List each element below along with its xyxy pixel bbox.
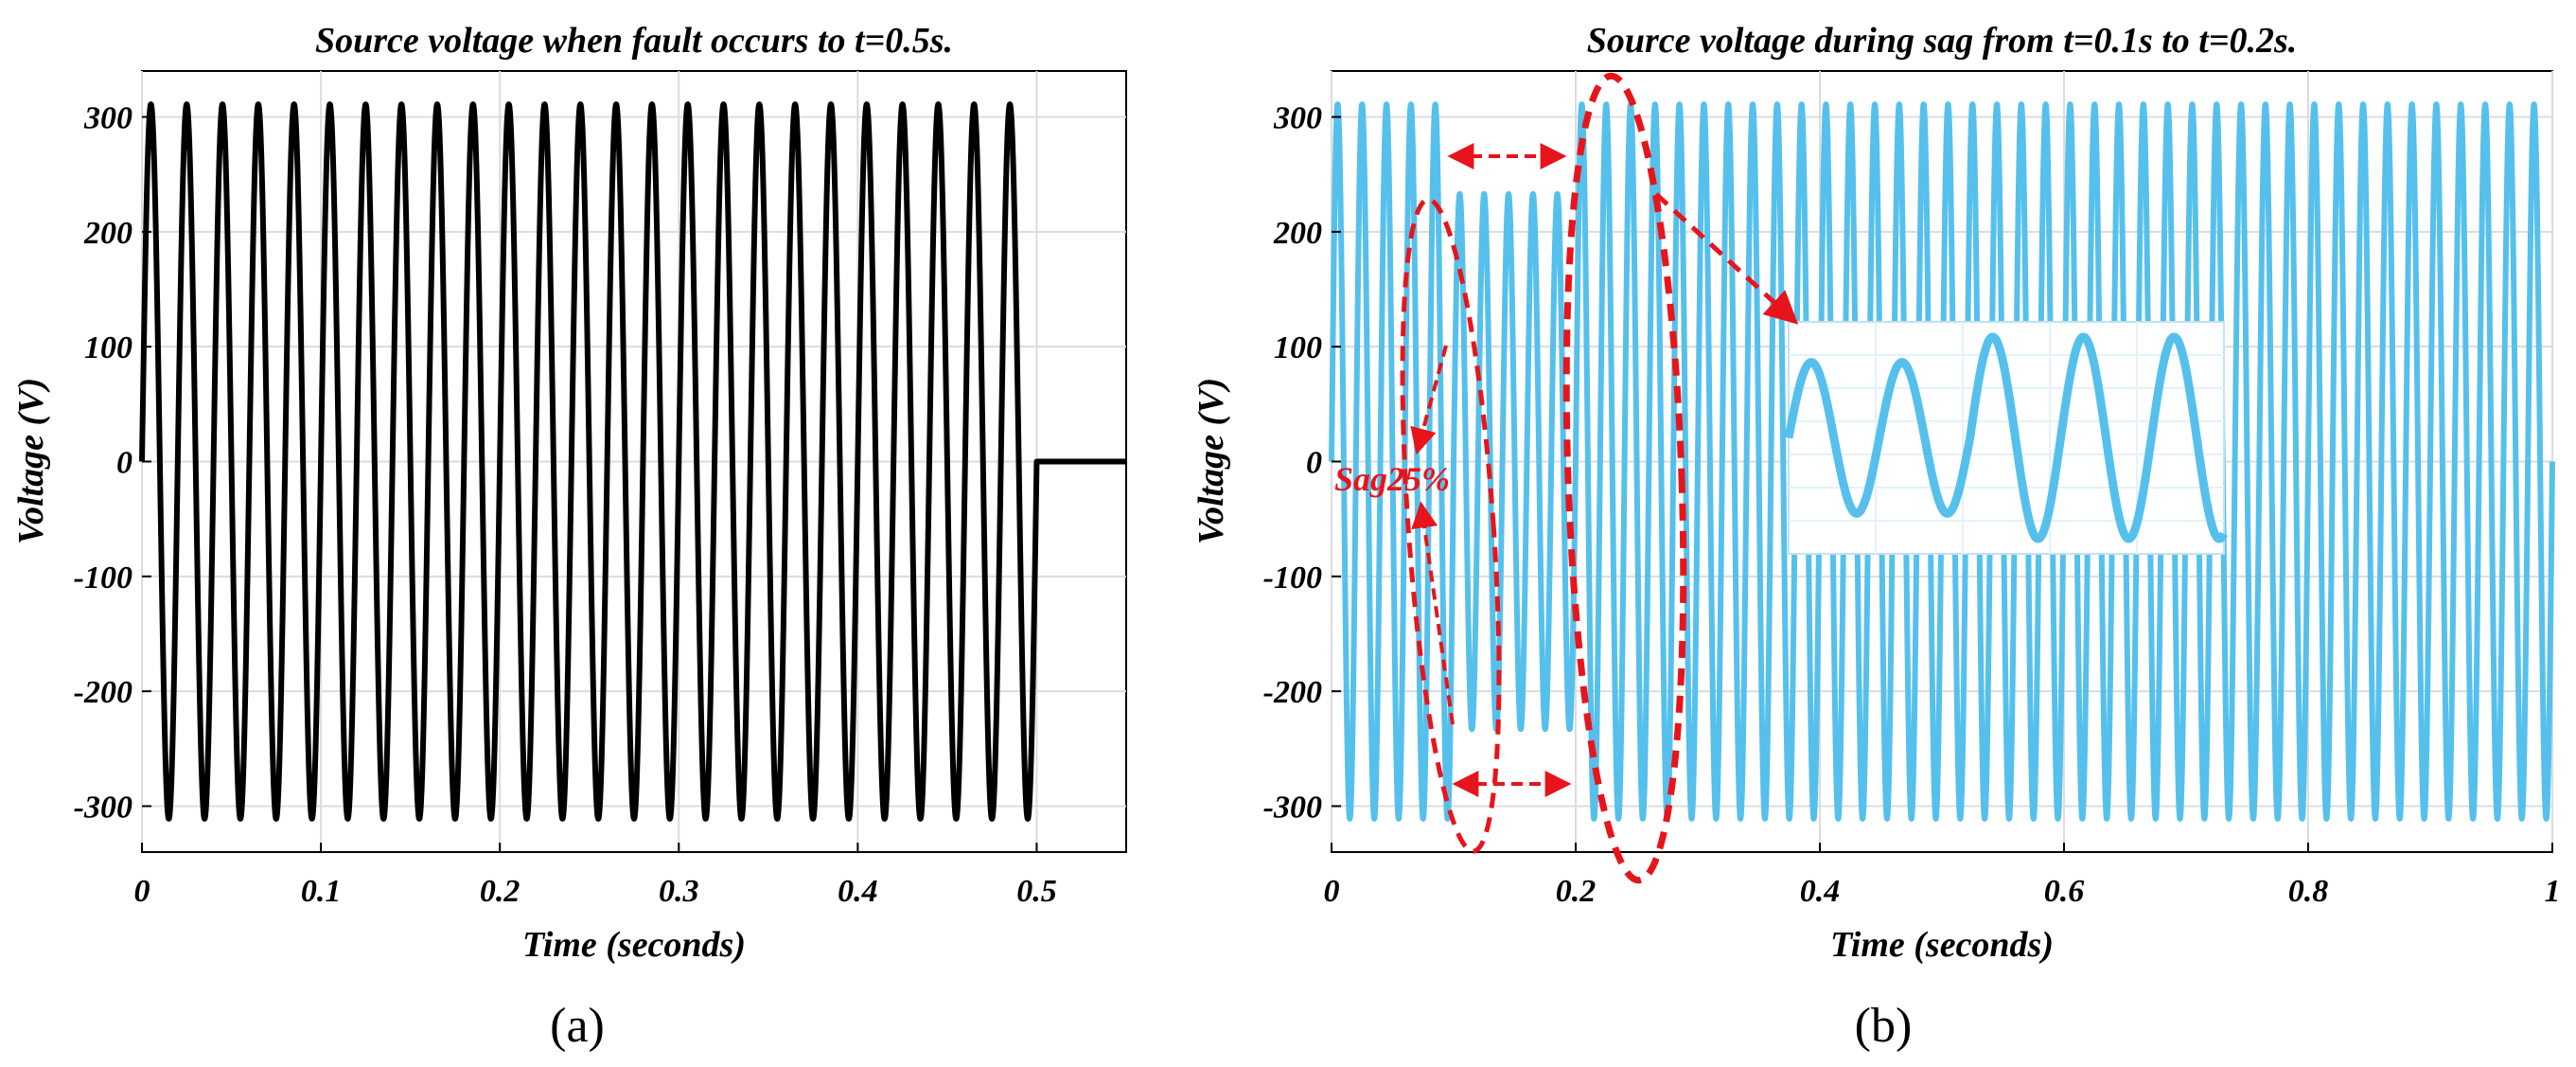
x-tick-label: 0.3	[659, 874, 699, 909]
y-tick-label: -200	[74, 675, 132, 710]
y-tick-label: 300	[1273, 101, 1322, 136]
chart-b-inset	[1784, 321, 2229, 555]
sag-label-arrow-up	[1410, 345, 1448, 455]
chart-b-y-ticks: 300 200 100 0 -100 -200 -300	[1263, 101, 1341, 825]
x-tick-label: 0.2	[1556, 874, 1597, 909]
chart-b: 0 0.2 0.4 0.6 0.8 1 300 200 100 0 -100 -200 -300 Sa…	[1191, 21, 2561, 1053]
chart-a-grid	[141, 71, 1126, 852]
y-tick-label: 200	[83, 216, 132, 251]
chart-a: 0 0.1 0.2 0.3 0.4 0.5 3002001000-100-200-300 …	[11, 21, 1129, 1053]
chart-b-title: Source voltage during sag from t=0.1s to…	[1587, 21, 2298, 61]
chart-a-title: Source voltage when fault occurs to t=0.…	[315, 21, 953, 61]
y-tick-label: 300	[83, 101, 132, 136]
x-tick-label: 0.4	[838, 874, 878, 909]
chart-b-x-axis-label: Time (seconds)	[1830, 925, 2054, 965]
sag-region-ellipse-right	[1562, 72, 1687, 884]
sag-label-arrow-down	[1411, 501, 1455, 725]
x-tick-label: 0.6	[2044, 874, 2085, 909]
y-tick-label: 0	[1306, 446, 1322, 481]
x-tick-label: 0.5	[1016, 874, 1057, 909]
x-tick-label: 1	[2545, 874, 2561, 909]
x-tick-label: 0.4	[1800, 874, 1841, 909]
y-tick-label: 0	[116, 446, 132, 481]
x-tick-label: 0.2	[480, 874, 520, 909]
y-tick-label: -200	[1263, 675, 1322, 710]
y-tick-label: 200	[1273, 216, 1322, 251]
chart-a-x-axis-label: Time (seconds)	[522, 925, 746, 965]
y-tick-label: -300	[1263, 790, 1322, 825]
sag-annotation: Sag25%	[1334, 72, 1799, 884]
zoom-arrow	[1654, 192, 1799, 325]
sag-label: Sag25%	[1334, 460, 1450, 498]
chart-a-caption: (a)	[550, 999, 605, 1053]
chart-a-x-ticks: 0 0.1 0.2 0.3 0.4 0.5	[134, 843, 1057, 909]
chart-a-y-axis-label: Voltage (V)	[11, 378, 51, 544]
inset-series-line	[1784, 332, 2229, 543]
x-tick-label: 0.1	[301, 874, 342, 909]
x-tick-label: 0	[134, 874, 150, 909]
y-tick-label: 100	[84, 330, 132, 365]
sag-region-ellipse-left	[1400, 197, 1502, 854]
x-tick-label: 0	[1324, 874, 1340, 909]
chart-a-series-line	[139, 101, 1129, 822]
chart-b-caption: (b)	[1855, 999, 1913, 1053]
chart-a-y-ticks: 300 200 100 0 -100 -200 -300	[74, 101, 151, 825]
y-tick-label: -300	[74, 790, 132, 825]
y-tick-label: -100	[1263, 560, 1322, 596]
y-tick-label: 100	[1274, 330, 1322, 365]
y-tick-label: -100	[74, 560, 132, 596]
x-tick-label: 0.8	[2288, 874, 2329, 909]
inset-frame	[1788, 321, 2225, 555]
chart-b-x-ticks: 0 0.2 0.4 0.6 0.8 1	[1324, 843, 2561, 909]
chart-b-y-axis-label: Voltage (V)	[1191, 378, 1231, 544]
